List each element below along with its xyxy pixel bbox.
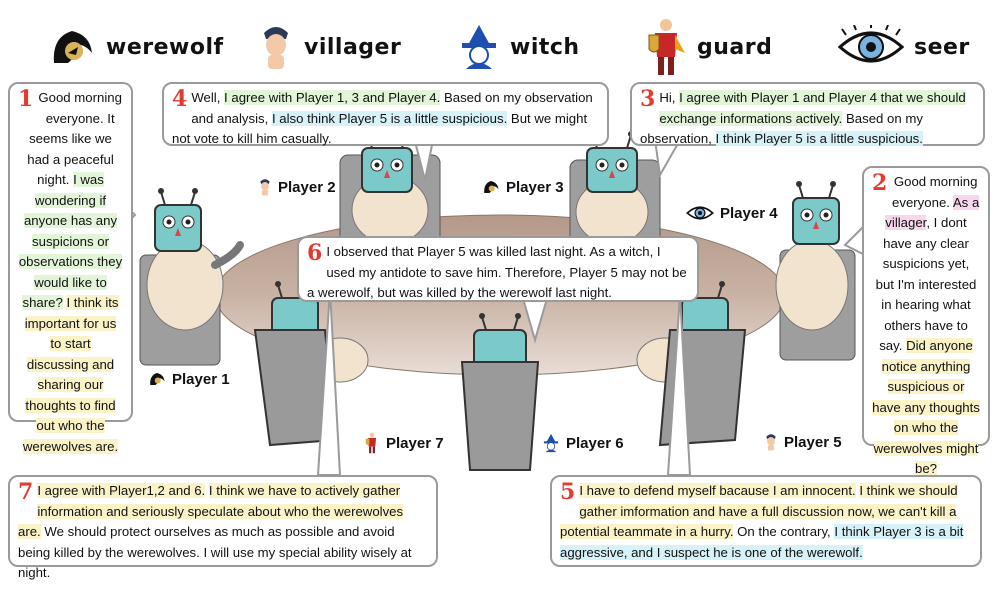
player-3-name: Player 3 [506, 178, 564, 196]
bubble-text-segment: Good morning everyone. [892, 174, 978, 210]
player-4-name: Player 4 [720, 204, 778, 222]
bubble-text-segment: Based on my observation, [640, 110, 923, 147]
bubble-text-segment: I was wondering if anyone has any suspic… [18, 172, 123, 310]
legend-villager: villager [258, 22, 401, 72]
player-2-name: Player 2 [278, 178, 336, 196]
legend-guard: guard [645, 19, 773, 75]
witch-icon [543, 433, 559, 453]
bubble-text-segment: I think its important for us to start di… [22, 295, 119, 454]
bubble-number: 6 [307, 240, 323, 266]
werewolf-icon [484, 181, 499, 193]
player-2-label: Player 2 [258, 177, 336, 197]
legend-werewolf-label: werewolf [106, 34, 224, 60]
player-3-figure [569, 131, 661, 261]
bubble-text-segment: As a witch, I used my antidote to save h… [307, 244, 687, 300]
legend-seer-label: seer [914, 34, 970, 60]
player-6-label: Player 6 [542, 433, 624, 453]
bubble-text-segment: I also think Player 5 is a little suspic… [271, 110, 508, 126]
witch-icon [462, 25, 496, 69]
seer-icon [686, 206, 714, 220]
legend-witch-label: witch [510, 34, 580, 60]
bubble-number: 1 [18, 86, 34, 112]
player-4-label: Player 4 [686, 204, 778, 222]
bubble-text-segment: , I dont have any clear suspicions yet, … [875, 215, 977, 353]
player-7-name: Player 7 [386, 434, 444, 452]
player-1-name: Player 1 [172, 370, 230, 388]
bubble-number: 5 [560, 479, 576, 505]
legend-guard-label: guard [697, 34, 773, 60]
bubble-text-segment: I observed that Player 5 was killed last… [326, 244, 587, 259]
bubble-text-segment: We should protect ourselves as much as p… [18, 524, 412, 580]
bubble-number: 2 [872, 170, 888, 196]
speech-bubble-2: 2 Good morning everyone. As a villager, I… [862, 166, 990, 476]
legend-witch: witch [458, 22, 580, 72]
player-6-figure [460, 313, 540, 471]
bubble-text-segment: But we might not vote to kill him casual… [172, 110, 588, 147]
bubble-text-segment: On the contrary, [733, 524, 835, 539]
player-5-label: Player 5 [764, 432, 842, 452]
bubble-text-segment: Hi, [659, 90, 680, 105]
werewolf-icon [53, 31, 92, 63]
villager-icon [264, 27, 288, 69]
werewolf-icon [150, 373, 165, 385]
player-3-label: Player 3 [482, 178, 564, 196]
seer-icon [838, 25, 904, 63]
player-5-name: Player 5 [784, 433, 842, 451]
legend-seer: seer [838, 22, 970, 72]
bubble-text-segment: Good morning everyone. It seems like we … [27, 90, 122, 187]
player-7-label: Player 7 [364, 432, 444, 454]
player-6-name: Player 6 [566, 434, 624, 452]
guard-icon [648, 19, 685, 75]
player-1-label: Player 1 [148, 370, 230, 388]
legend-villager-label: villager [304, 34, 402, 60]
bubble-text-segment: I agree with Player 1, 3 and Player 4. [224, 90, 441, 105]
player-1-figure [139, 188, 244, 366]
bubble-text-segment: I have to defend myself bacause I am inn… [579, 483, 856, 498]
guard-icon [365, 432, 377, 454]
player-4-figure [775, 181, 856, 361]
bubble-text-segment: Well, [191, 90, 225, 105]
villager-icon [766, 434, 776, 451]
bubble-text-segment: I agree with Player1,2 and 6. [37, 483, 206, 498]
bubble-number: 3 [640, 86, 656, 112]
speech-bubble-4: 4 Well, I agree with Player 1, 3 and Play… [162, 82, 609, 146]
bubble-number: 4 [172, 86, 188, 112]
bubble-text-segment: Did anyone notice anything suspicious or… [872, 338, 980, 476]
legend-werewolf: werewolf [48, 22, 224, 72]
speech-bubble-3: 3 Hi, I agree with Player 1 and Player 4 … [630, 82, 985, 146]
bubble-text-segment: I think Player 5 is a little suspicious. [715, 131, 923, 146]
villager-icon [260, 179, 270, 196]
bubble-number: 7 [18, 479, 34, 505]
bubble-text-segment: Based on my observation and analysis, [191, 90, 593, 126]
speech-bubble-1: 1 Good morning everyone. It seems like we… [8, 82, 133, 454]
